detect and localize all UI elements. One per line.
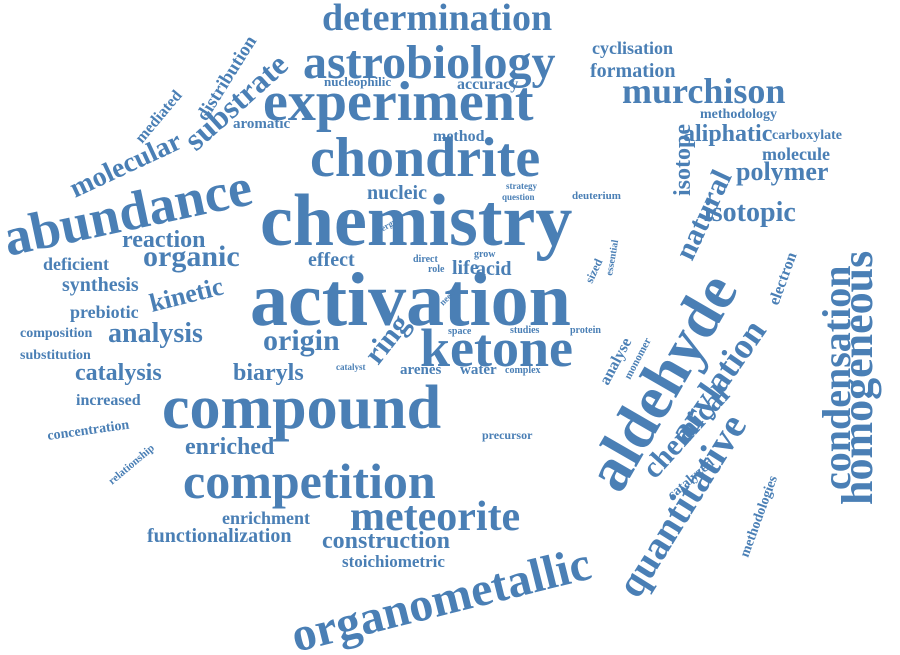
word: chemistry xyxy=(260,180,572,262)
word: enrichment xyxy=(222,508,310,528)
word: electron xyxy=(766,250,801,307)
word: role xyxy=(428,264,445,275)
word: increased xyxy=(76,392,141,409)
word: meteorite xyxy=(350,494,520,540)
word: competition xyxy=(183,453,436,509)
word: space xyxy=(448,326,472,337)
word: biaryls xyxy=(233,360,304,386)
word: carboxylate xyxy=(772,128,842,143)
word: origin xyxy=(263,324,340,357)
word: polymer xyxy=(736,157,828,186)
word: astrobiology xyxy=(303,36,555,89)
word: acid xyxy=(476,258,512,280)
word: isotopic xyxy=(704,197,796,228)
word: stoichiometric xyxy=(342,552,445,571)
word: prebiotic xyxy=(70,302,139,322)
word: synthesis xyxy=(62,274,139,296)
word: life xyxy=(452,257,479,279)
word: essential xyxy=(604,239,621,277)
word: enriched xyxy=(185,434,275,460)
word: ketone xyxy=(420,318,573,378)
word: sized xyxy=(582,256,606,285)
word: water xyxy=(460,362,497,378)
word: deficient xyxy=(43,254,109,274)
word: isotope xyxy=(670,124,696,196)
word: activation xyxy=(250,258,571,342)
word: nucleophilic xyxy=(324,74,391,89)
word: analysis xyxy=(108,318,203,349)
word: construction xyxy=(322,528,450,554)
word: catalysis xyxy=(75,360,162,386)
word: functionalization xyxy=(147,525,291,547)
word: formation xyxy=(590,60,676,82)
word: organic xyxy=(143,240,240,273)
word: complex xyxy=(505,365,541,376)
word: chondrite xyxy=(310,127,540,189)
word: murchison xyxy=(622,71,785,111)
word: homogeneous xyxy=(833,251,882,505)
word: concentration xyxy=(46,418,130,444)
word: relationship xyxy=(106,442,157,487)
word: method xyxy=(433,128,485,145)
word: aromatic xyxy=(233,116,291,132)
word: condensation xyxy=(814,266,859,491)
word: effect xyxy=(308,249,355,271)
word: substitution xyxy=(20,348,91,363)
word: grow xyxy=(474,249,496,260)
word: molecule xyxy=(762,144,830,164)
word: reaction xyxy=(122,227,206,253)
word: compound xyxy=(162,374,441,442)
word: additive xyxy=(352,291,362,322)
word: arenes xyxy=(400,362,442,378)
word: strategy xyxy=(506,181,537,191)
word: protein xyxy=(570,325,601,336)
word: accuracy xyxy=(457,76,518,93)
word: methodology xyxy=(700,107,777,122)
word: experiment xyxy=(263,71,534,133)
word: aliphatic xyxy=(683,121,773,147)
word: direct xyxy=(413,254,438,265)
word: cyclisation xyxy=(592,38,673,58)
word: methodologies xyxy=(738,473,782,559)
word: composition xyxy=(20,326,93,341)
word: studies xyxy=(510,325,540,336)
word: catalyst xyxy=(336,362,366,372)
word: question xyxy=(502,192,535,202)
word: kinetic xyxy=(146,272,226,318)
word: nucleic xyxy=(367,182,427,204)
word: deuterium xyxy=(572,190,621,202)
word: determination xyxy=(322,0,552,39)
word: precursor xyxy=(482,428,533,442)
